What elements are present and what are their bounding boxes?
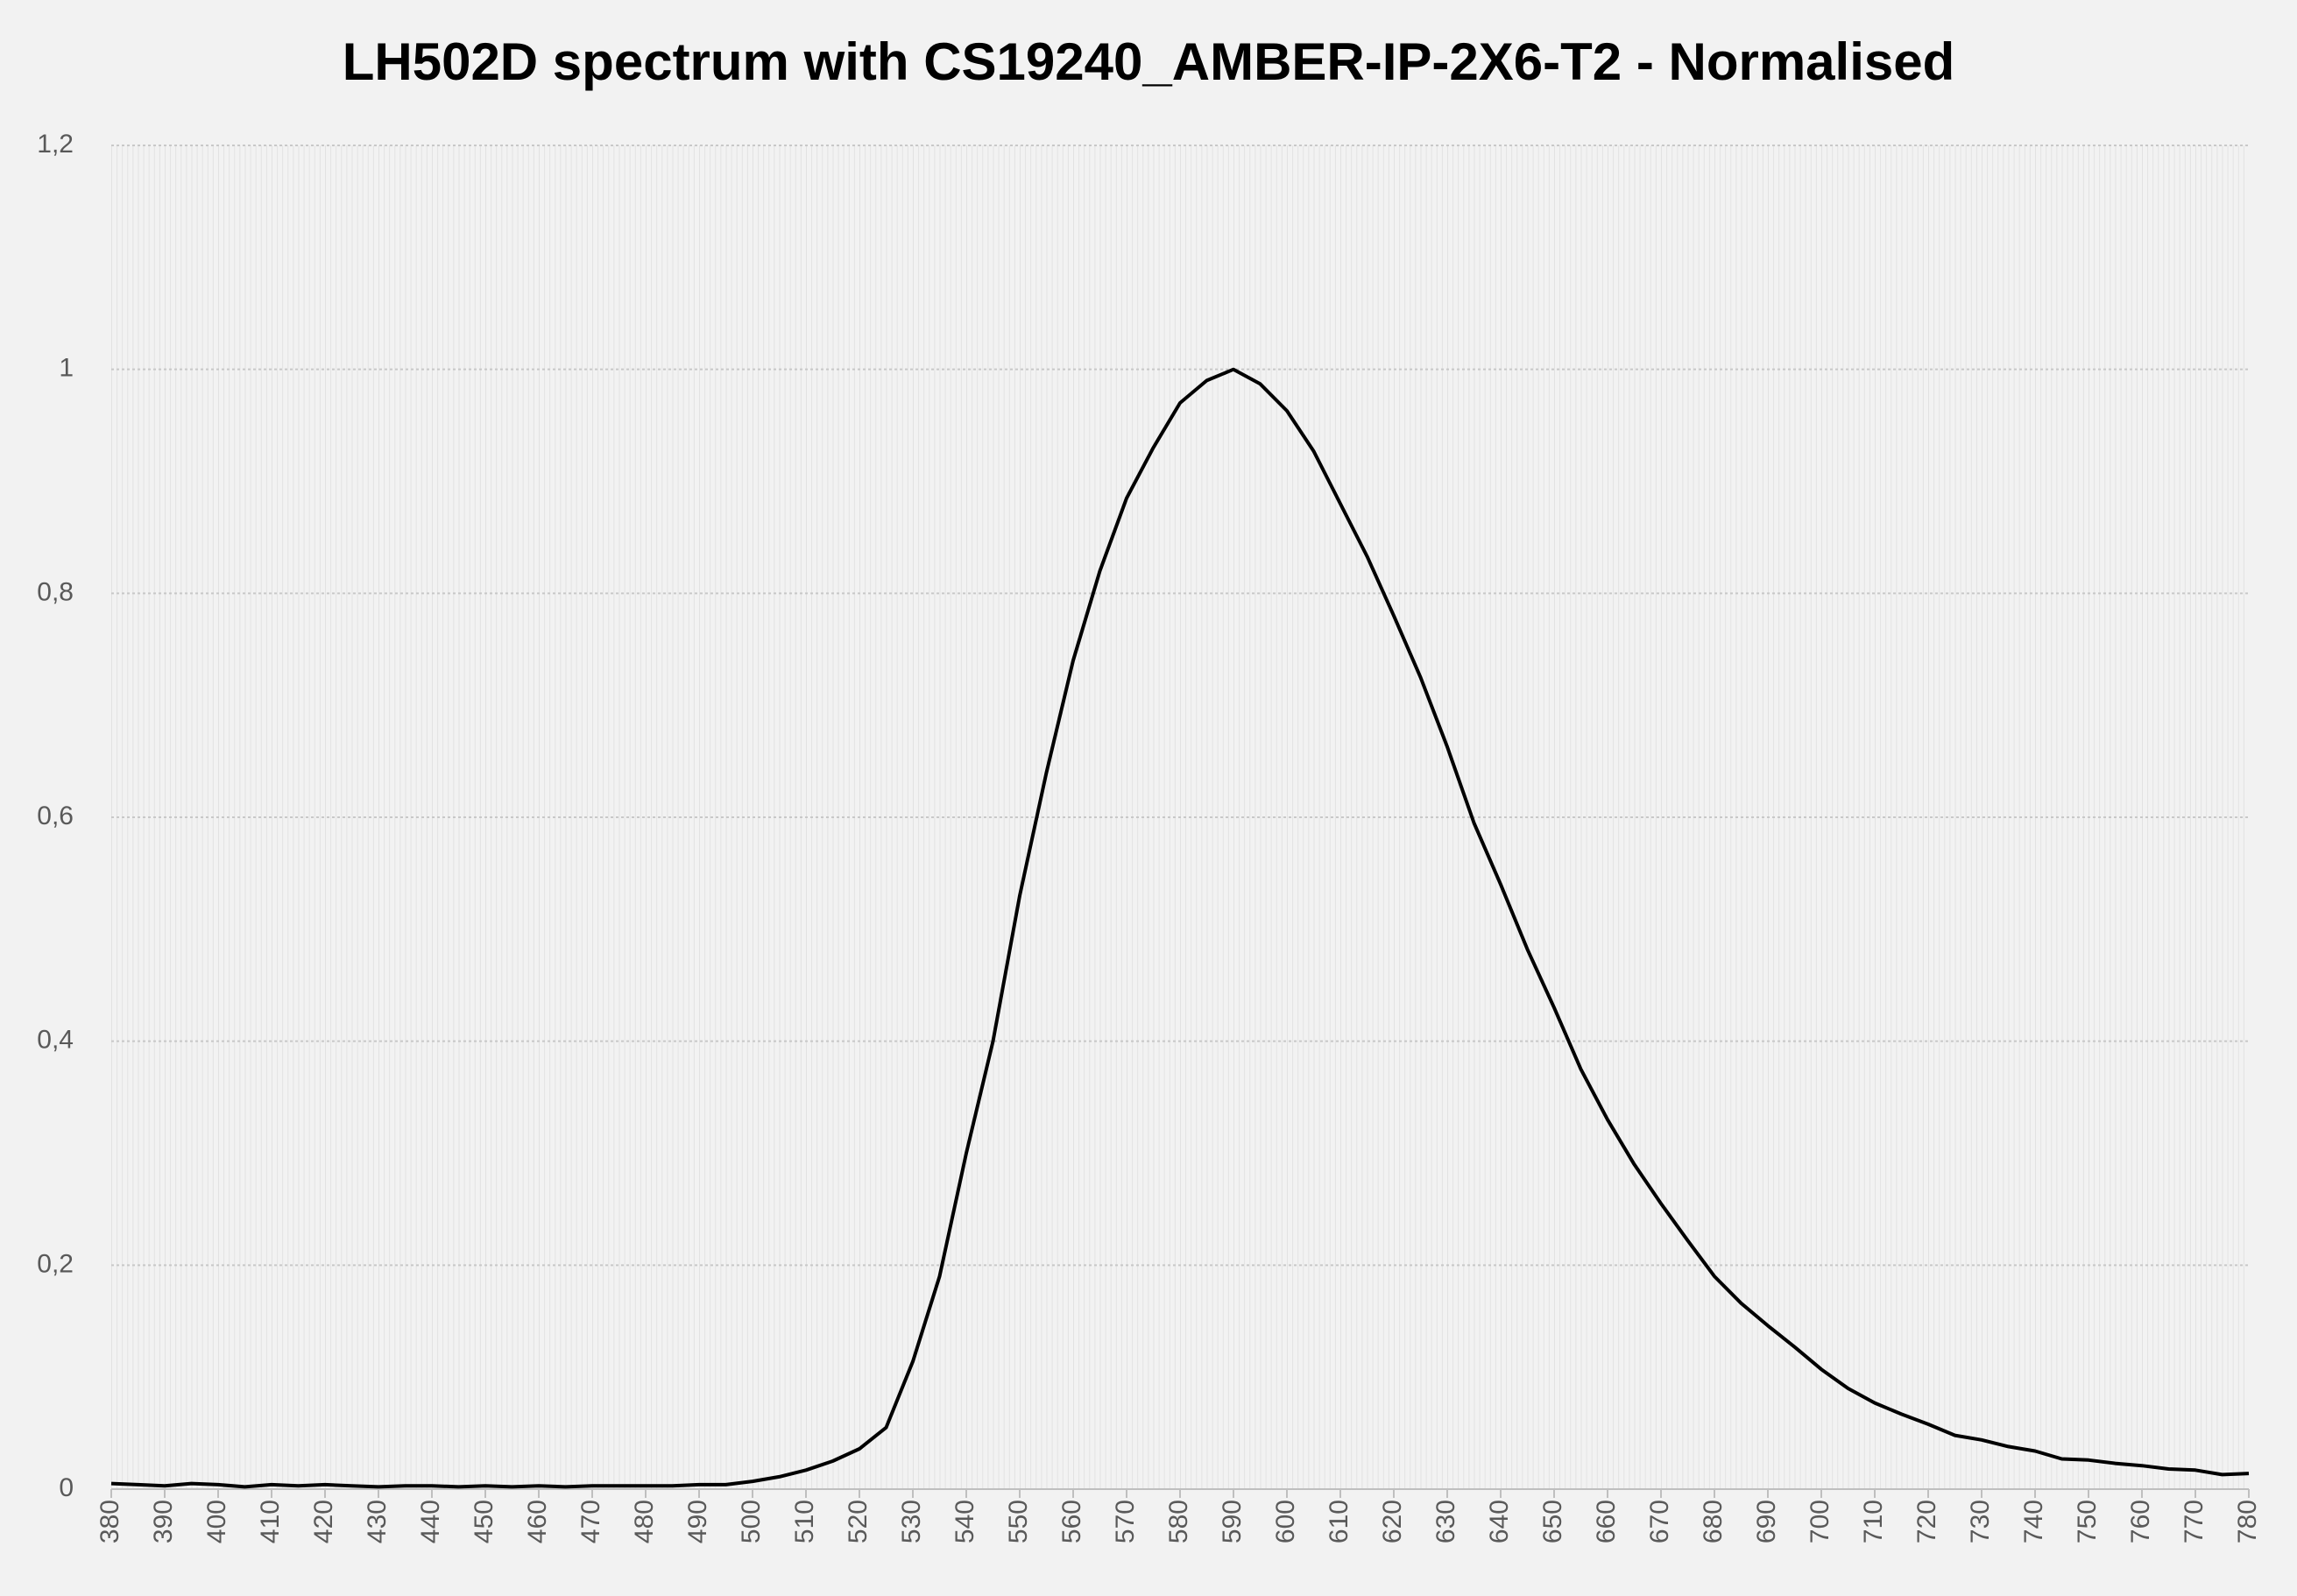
x-tick-label: 700 [1806,1500,1834,1543]
x-tick-label: 580 [1164,1500,1193,1543]
x-tick-label: 680 [1699,1500,1728,1543]
x-tick-label: 540 [951,1500,979,1543]
y-tick-label: 1,2 [37,130,74,159]
x-tick-label: 420 [309,1500,338,1543]
x-tick-label: 780 [2233,1500,2262,1543]
x-tick-label: 640 [1485,1500,1514,1543]
x-tick-label: 650 [1538,1500,1567,1543]
x-tick-label: 750 [2073,1500,2102,1543]
y-tick-label: 0,4 [37,1026,74,1055]
y-tick-label: 0,2 [37,1249,74,1278]
series-line [110,367,2250,1489]
x-tick-label: 470 [576,1500,605,1543]
x-tick-label: 410 [256,1500,285,1543]
x-tick-label: 630 [1431,1500,1460,1543]
x-tick-label: 380 [95,1500,124,1543]
x-tick-label: 500 [737,1500,766,1543]
x-tick-label: 440 [416,1500,445,1543]
x-tick-label: 390 [149,1500,178,1543]
x-tick-label: 530 [897,1500,926,1543]
y-tick-label: 0,6 [37,802,74,830]
x-tick-label: 610 [1325,1500,1353,1543]
x-tick-label: 670 [1645,1500,1674,1543]
y-tick-label: 1 [59,354,74,383]
x-tick-label: 730 [1966,1500,1995,1543]
x-tick-label: 460 [523,1500,552,1543]
x-tick-label: 430 [363,1500,392,1543]
x-tick-label: 760 [2126,1500,2155,1543]
x-tick-label: 720 [1912,1500,1941,1543]
x-tick-label: 450 [470,1500,498,1543]
x-tick-label: 570 [1111,1500,1140,1543]
x-tick-label: 590 [1218,1500,1247,1543]
x-tick-label: 600 [1271,1500,1300,1543]
x-tick-label: 480 [630,1500,659,1543]
y-tick-label: 0,8 [37,577,74,606]
x-tick-label: 690 [1752,1500,1781,1543]
x-tick-label: 400 [202,1500,231,1543]
x-tick-label: 740 [2019,1500,2048,1543]
y-tick-label: 0 [59,1473,74,1502]
chart-title: LH502D spectrum with CS19240_AMBER-IP-2X… [343,32,1955,91]
x-tick-label: 510 [790,1500,819,1543]
x-tick-label: 560 [1057,1500,1086,1543]
x-tick-label: 660 [1592,1500,1621,1543]
x-tick-label: 520 [844,1500,873,1543]
x-tick-label: 490 [683,1500,712,1543]
x-tick-label: 620 [1378,1500,1407,1543]
x-tick-label: 770 [2180,1500,2209,1543]
x-tick-label: 710 [1859,1500,1888,1543]
x-tick-label: 550 [1004,1500,1033,1543]
